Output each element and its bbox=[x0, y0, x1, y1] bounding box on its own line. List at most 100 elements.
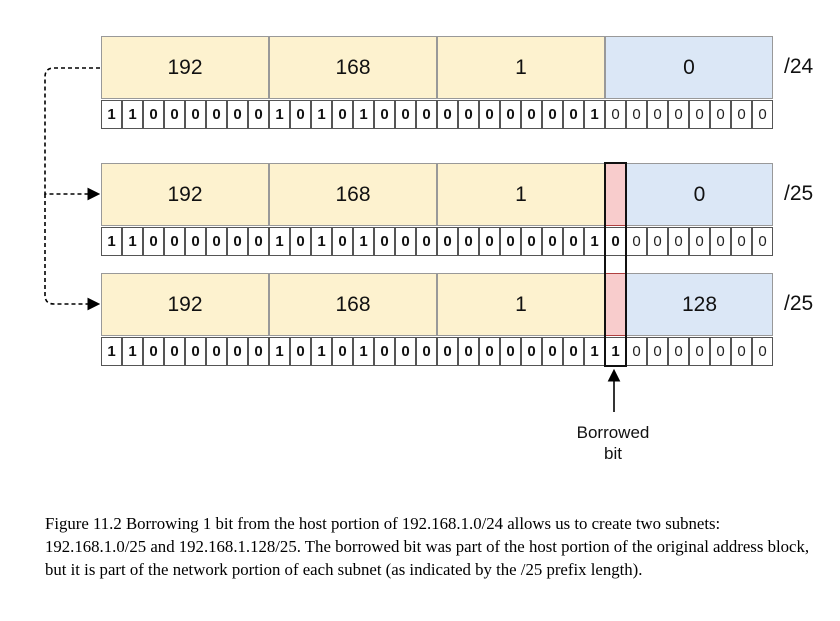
borrowed-bit-label: Borrowed bit bbox=[563, 422, 663, 464]
prefix-label: /25 bbox=[784, 292, 814, 315]
bit-cell: 0 bbox=[248, 100, 269, 129]
octet-value: 1 bbox=[515, 182, 527, 206]
bit-cell: 0 bbox=[668, 100, 689, 129]
bit-cell: 0 bbox=[227, 100, 248, 129]
bit-cell: 0 bbox=[437, 227, 458, 256]
dashed-connector-to-row2 bbox=[44, 67, 101, 201]
bit-cell: 0 bbox=[689, 227, 710, 256]
bit-cell: 0 bbox=[332, 227, 353, 256]
bit-cell: 0 bbox=[185, 100, 206, 129]
bit-cell: 0 bbox=[731, 100, 752, 129]
octet-box: 0 bbox=[605, 36, 773, 99]
bit-cell: 1 bbox=[122, 337, 143, 366]
octet-value: 192 bbox=[167, 182, 203, 206]
bit-cell: 1 bbox=[584, 100, 605, 129]
bit-cell: 0 bbox=[689, 100, 710, 129]
bit-cell: 0 bbox=[626, 100, 647, 129]
bit-cell: 0 bbox=[290, 227, 311, 256]
bit-cell: 1 bbox=[101, 100, 122, 129]
bit-cell: 0 bbox=[479, 100, 500, 129]
bit-cell: 0 bbox=[206, 337, 227, 366]
octet-value: 1 bbox=[515, 292, 527, 316]
bit-cell: 1 bbox=[311, 337, 332, 366]
octet-box: 192 bbox=[101, 36, 269, 99]
bit-cell: 0 bbox=[521, 337, 542, 366]
bit-cell: 0 bbox=[500, 227, 521, 256]
octet-value: 128 bbox=[681, 292, 718, 316]
borrowed-bit-highlight bbox=[604, 162, 627, 367]
octet-value: 168 bbox=[335, 182, 371, 206]
bit-cell: 0 bbox=[731, 337, 752, 366]
bit-cell: 0 bbox=[143, 337, 164, 366]
bit-cell: 0 bbox=[164, 227, 185, 256]
bit-cell: 0 bbox=[437, 337, 458, 366]
bit-cell: 1 bbox=[101, 227, 122, 256]
bit-cell: 0 bbox=[290, 337, 311, 366]
prefix-label: /25 bbox=[784, 182, 814, 205]
borrowed-label-line1: Borrowed bbox=[576, 423, 650, 442]
borrowed-label-line2: bit bbox=[604, 444, 622, 463]
bit-cell: 0 bbox=[563, 227, 584, 256]
bit-cell: 0 bbox=[647, 337, 668, 366]
octet-value: 168 bbox=[335, 55, 371, 79]
bit-cell: 0 bbox=[416, 100, 437, 129]
bit-cell: 0 bbox=[752, 100, 773, 129]
octet-box: 128 bbox=[626, 273, 773, 336]
bit-cell: 0 bbox=[521, 100, 542, 129]
bit-cell: 1 bbox=[269, 337, 290, 366]
octet-value: 0 bbox=[683, 55, 695, 79]
bit-cell: 0 bbox=[332, 337, 353, 366]
bit-cell: 0 bbox=[542, 100, 563, 129]
bit-cell: 0 bbox=[752, 337, 773, 366]
bit-cell: 0 bbox=[458, 100, 479, 129]
bit-cell: 0 bbox=[143, 227, 164, 256]
bit-cell: 1 bbox=[353, 100, 374, 129]
octet-box: 168 bbox=[269, 163, 437, 226]
bit-cell: 0 bbox=[605, 100, 626, 129]
bit-cell: 0 bbox=[374, 227, 395, 256]
octet-value: 168 bbox=[335, 292, 371, 316]
bit-cell: 0 bbox=[164, 100, 185, 129]
bit-cell: 0 bbox=[332, 100, 353, 129]
bit-cell: 0 bbox=[206, 100, 227, 129]
octet-box: 168 bbox=[269, 36, 437, 99]
octet-box: 1 bbox=[437, 163, 605, 226]
octet-box: 0 bbox=[626, 163, 773, 226]
bit-cell: 0 bbox=[290, 100, 311, 129]
octet-box: 192 bbox=[101, 163, 269, 226]
bit-cell: 1 bbox=[353, 337, 374, 366]
bit-cell: 1 bbox=[311, 227, 332, 256]
octet-box: 1 bbox=[437, 36, 605, 99]
bit-cell: 0 bbox=[416, 227, 437, 256]
bit-cell: 0 bbox=[563, 337, 584, 366]
bit-cell: 0 bbox=[227, 227, 248, 256]
bit-cell: 0 bbox=[668, 337, 689, 366]
bit-cell: 0 bbox=[689, 337, 710, 366]
bit-cell: 0 bbox=[500, 337, 521, 366]
bit-cell: 0 bbox=[647, 227, 668, 256]
bit-cell: 1 bbox=[269, 227, 290, 256]
bit-cell: 0 bbox=[185, 337, 206, 366]
bit-cell: 1 bbox=[122, 227, 143, 256]
bit-cell: 0 bbox=[227, 337, 248, 366]
octet-value: 192 bbox=[167, 292, 203, 316]
bit-cell: 0 bbox=[374, 100, 395, 129]
bit-cell: 0 bbox=[458, 337, 479, 366]
bit-cell: 0 bbox=[164, 337, 185, 366]
bit-cell: 0 bbox=[500, 100, 521, 129]
octet-value: 192 bbox=[167, 55, 203, 79]
bit-cell: 0 bbox=[731, 227, 752, 256]
bit-cell: 0 bbox=[521, 227, 542, 256]
octet-box: 168 bbox=[269, 273, 437, 336]
bit-cell: 0 bbox=[206, 227, 227, 256]
bit-cell: 0 bbox=[710, 227, 731, 256]
bit-cell: 0 bbox=[437, 100, 458, 129]
bit-cell: 0 bbox=[668, 227, 689, 256]
bit-cell: 0 bbox=[248, 227, 269, 256]
bit-cell: 0 bbox=[710, 100, 731, 129]
bit-cell: 1 bbox=[269, 100, 290, 129]
bit-cell: 0 bbox=[143, 100, 164, 129]
bit-cell: 0 bbox=[752, 227, 773, 256]
